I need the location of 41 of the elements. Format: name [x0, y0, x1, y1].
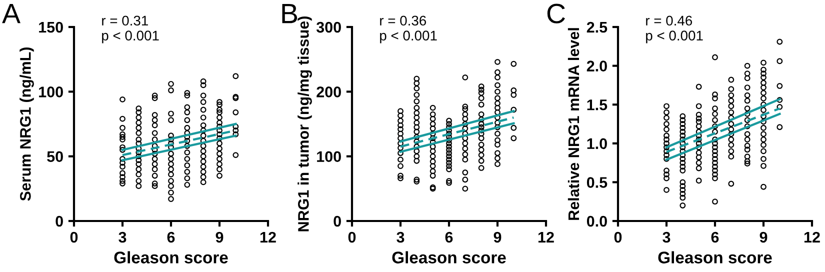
- annotation: r = 0.31 p < 0.001: [102, 16, 159, 44]
- y-tick-label: 1.0: [587, 138, 607, 150]
- y-axis-title: NRG1 in tumor (ng/mg tissue): [298, 16, 312, 232]
- x-tick-label: 6: [167, 232, 175, 243]
- x-tick-label: 6: [445, 232, 453, 243]
- y-axis-title: Relative NRG1 mRNA level: [568, 28, 580, 220]
- text: B: [282, 4, 298, 24]
- x-tick-label: 12: [538, 232, 554, 242]
- x-axis-title: Gleason score: [392, 251, 506, 264]
- annotation: r = 0.46 p < 0.001: [646, 16, 703, 44]
- y-tick-label: 200: [316, 86, 341, 98]
- y-tick-label: 1.5: [587, 100, 608, 110]
- text: A: [2, 4, 20, 24]
- x-tick-label: 0: [70, 232, 78, 243]
- y-tick-label: 150: [39, 22, 63, 33]
- y-tick-label: 0.0: [586, 216, 607, 227]
- y-axis-title: Serum NRG1 (ng/mL): [20, 48, 34, 201]
- y-tick-label: 0: [56, 216, 63, 227]
- annotation: r = 0.36 p < 0.001: [380, 16, 437, 44]
- y-tick-label: 0: [334, 216, 341, 227]
- y-tick-label: 50: [47, 151, 63, 162]
- y-tick-label: 2.5: [586, 22, 608, 33]
- x-tick-label: 12: [260, 232, 276, 242]
- x-tick-label: 9: [494, 232, 502, 243]
- text: C: [547, 4, 565, 24]
- y-tick-label: 300: [316, 22, 341, 33]
- x-tick-label: 9: [760, 232, 768, 243]
- x-tick-label: 0: [348, 232, 356, 243]
- x-axis-title: Gleason score: [114, 251, 228, 264]
- y-tick-label: 2.0: [586, 60, 607, 72]
- x-axis-title: Gleason score: [658, 251, 772, 264]
- y-tick-label: 100: [317, 151, 341, 162]
- y-tick-label: 100: [39, 86, 63, 98]
- x-tick-label: 6: [711, 232, 719, 243]
- x-tick-label: 9: [216, 232, 224, 243]
- x-tick-label: 0: [614, 232, 622, 243]
- x-tick-label: 12: [804, 232, 820, 242]
- x-tick-label: 3: [118, 232, 126, 243]
- y-tick-label: 0.5: [586, 177, 608, 188]
- x-tick-label: 3: [396, 232, 404, 243]
- x-tick-label: 3: [662, 232, 670, 243]
